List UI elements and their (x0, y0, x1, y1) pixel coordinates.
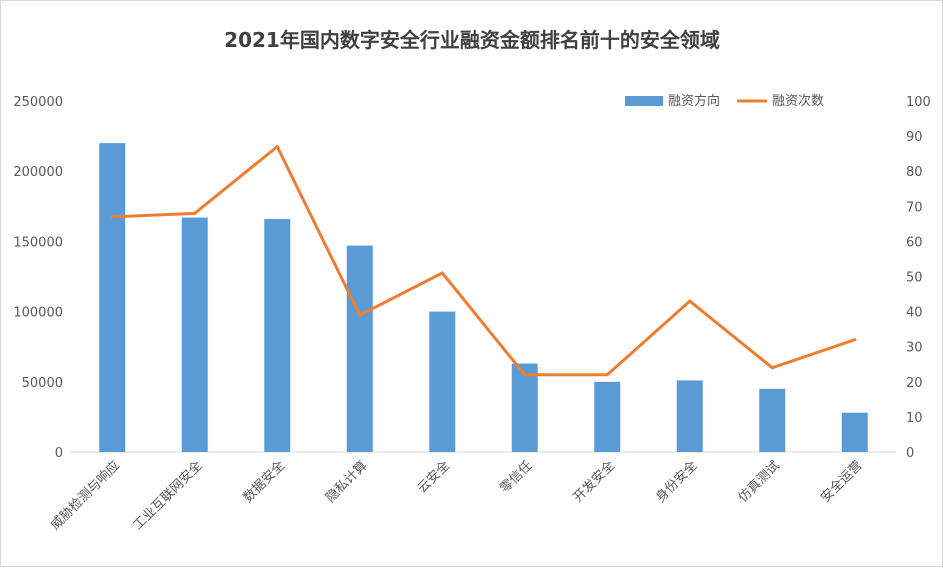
x-tick-label: 安全运营 (817, 458, 865, 506)
y-left-tick-label: 0 (55, 446, 63, 461)
line-point (440, 271, 444, 275)
chart-title: 2021年国内数字安全行业融资金额排名前十的安全领域 (224, 28, 720, 52)
y-right-tick-label: 0 (906, 446, 914, 461)
x-tick-label: 工业互联网安全 (130, 458, 206, 534)
y-right-tick-label: 60 (906, 235, 923, 250)
y-left-tick-label: 250000 (13, 95, 63, 110)
x-tick-label: 数据安全 (240, 458, 288, 506)
line-point (688, 299, 692, 303)
legend-line-label: 融资次数 (772, 93, 824, 109)
axes: 0 50000 100000 150000 200000 250000 0 10 20 30 40 5… (13, 95, 930, 461)
x-tick-label: 隐私计算 (323, 458, 370, 505)
y-left-tick-label: 50000 (22, 376, 63, 391)
x-tick-label: 开发安全 (570, 458, 618, 506)
x-tick-label: 威胁检测与响应 (47, 458, 123, 534)
line-series (110, 145, 857, 377)
line-point (605, 373, 609, 377)
line-point (523, 373, 527, 377)
category-labels: 威胁检测与响应 工业互联网安全 数据安全 隐私计算 云安全 零信任 开发安全 身份安全 仿真测试… (47, 458, 865, 534)
bar (594, 381, 621, 452)
y-right-tick-label: 40 (906, 306, 923, 321)
legend-bar-label: 融资方向 (668, 93, 720, 109)
y-right-tick-label: 20 (906, 376, 923, 391)
y-right-tick-label: 30 (906, 341, 923, 356)
line-point (853, 338, 857, 342)
y-left-tick-label: 100000 (13, 306, 63, 321)
y-right-tick-label: 100 (906, 95, 931, 110)
bar (264, 218, 291, 452)
legend: 融资方向 融资次数 (625, 93, 824, 109)
legend-bar-swatch (625, 96, 663, 106)
y-left-tick-label: 200000 (13, 165, 63, 180)
x-tick-label: 零信任 (497, 458, 535, 496)
bar (99, 143, 126, 452)
x-tick-label: 身份安全 (652, 458, 700, 506)
y-right-tick-label: 10 (906, 411, 923, 426)
bar (511, 363, 538, 452)
bar (676, 380, 703, 452)
x-tick-label: 云安全 (414, 458, 453, 497)
y-left-tick-label: 150000 (13, 235, 63, 250)
bar (346, 245, 373, 452)
line-point (275, 145, 279, 149)
bar (841, 412, 868, 452)
y-right-tick-label: 80 (906, 165, 923, 180)
line-point (358, 313, 362, 317)
y-right-tick-label: 50 (906, 271, 923, 286)
bar (429, 311, 456, 452)
line-point (770, 366, 774, 370)
bar (759, 388, 786, 452)
x-tick-label: 仿真测试 (736, 458, 783, 505)
line-point (110, 215, 114, 219)
y-right-tick-label: 90 (906, 130, 923, 145)
bar (181, 217, 208, 452)
bar-series (99, 143, 868, 452)
line-path (110, 145, 857, 377)
line-point (193, 211, 197, 215)
y-right-tick-label: 70 (906, 200, 923, 215)
